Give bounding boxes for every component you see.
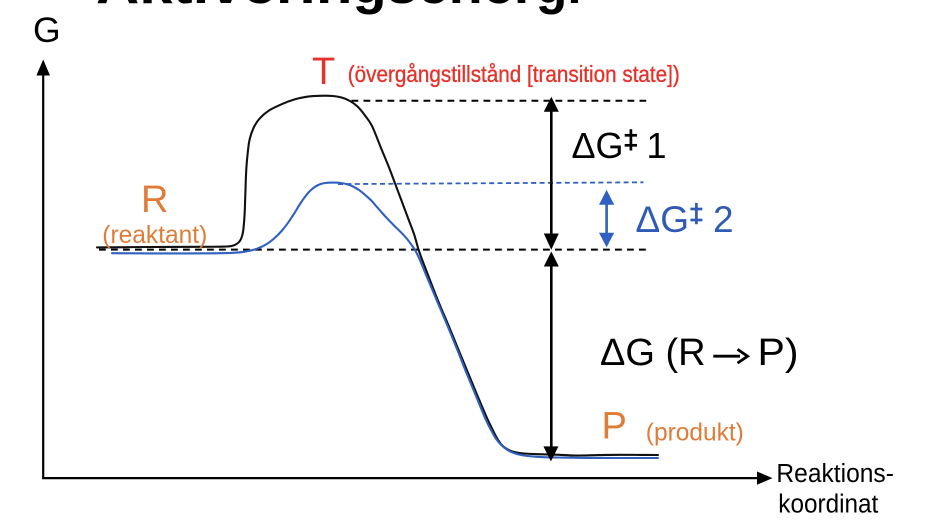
- svg-text:G: G: [33, 10, 61, 50]
- svg-text:ΔG: ΔG: [636, 199, 690, 240]
- svg-text:koordinat: koordinat: [778, 491, 878, 519]
- svg-text:R: R: [141, 179, 168, 221]
- svg-text:ΔG: ΔG: [572, 125, 624, 166]
- svg-text:P): P): [758, 332, 799, 374]
- svg-text:(reaktant): (reaktant): [102, 221, 207, 249]
- svg-text:ΔG (R: ΔG (R: [600, 332, 706, 374]
- svg-text:T: T: [312, 51, 335, 93]
- svg-text:(produkt): (produkt): [646, 419, 744, 447]
- svg-text:P: P: [602, 406, 627, 448]
- svg-text:Reaktions-: Reaktions-: [776, 460, 894, 488]
- svg-text:(övergångstillstånd [transitio: (övergångstillstånd [transition state]): [348, 61, 680, 87]
- svg-text:Aktiveringsenergi: Aktiveringsenergi: [96, 0, 582, 15]
- svg-text:1: 1: [647, 125, 667, 166]
- svg-text:2: 2: [713, 199, 734, 240]
